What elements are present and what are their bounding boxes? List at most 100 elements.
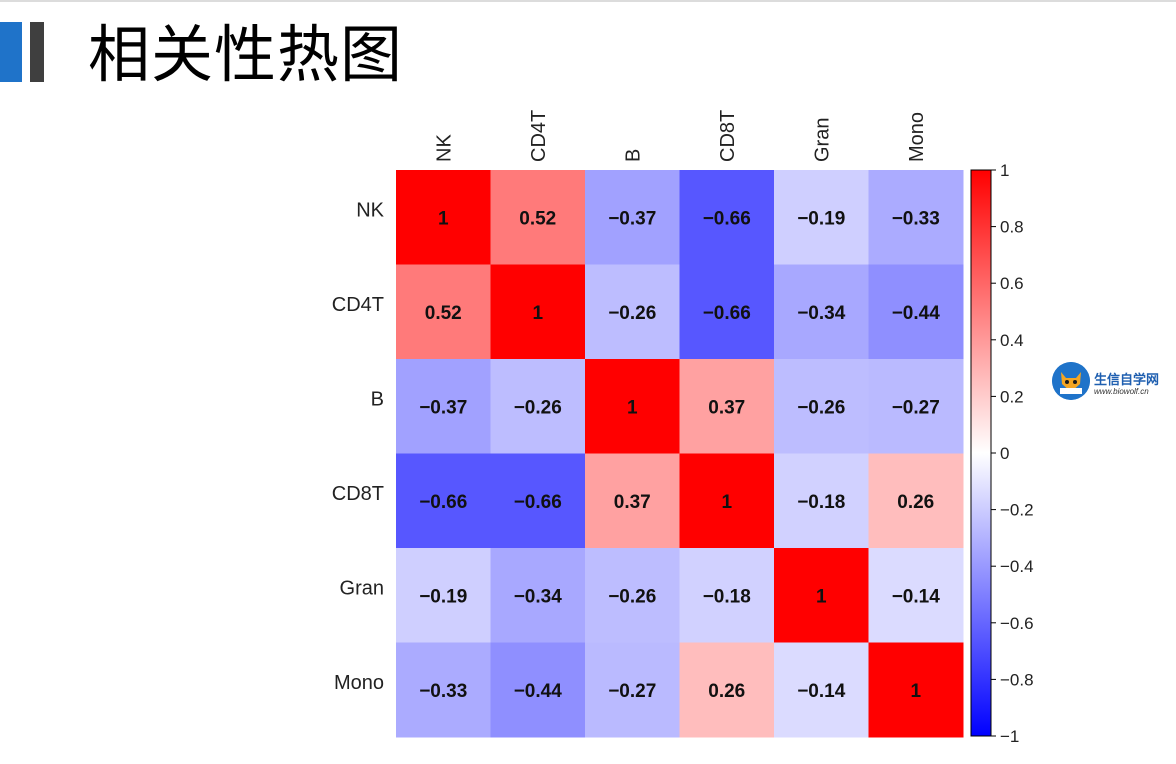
column-label: B [622, 149, 644, 162]
heatmap-cell [774, 170, 869, 265]
heatmap-cell [774, 642, 869, 738]
colorbar-tick-label: 0 [1000, 444, 1009, 463]
heatmap-cell [868, 642, 964, 738]
column-label: Mono [906, 112, 928, 162]
row-label: NK [356, 199, 384, 221]
heatmap-cell [868, 453, 964, 549]
heatmap-cell [679, 642, 775, 738]
heatmap-cell [585, 548, 680, 643]
cell-value-label: 0.37 [708, 397, 745, 418]
colorbar-tick-label: −0.2 [1000, 501, 1034, 520]
colorbar-tick-label: 1 [1000, 161, 1009, 180]
row-label: Gran [340, 577, 384, 599]
heatmap-cell [396, 359, 491, 454]
colorbar-tick-label: 0.8 [1000, 218, 1024, 237]
row-label: Mono [334, 672, 384, 694]
heatmap-cell [585, 359, 680, 454]
heatmap-cell [585, 453, 680, 549]
logo-url: www.biowolf.cn [1094, 387, 1149, 396]
row-label: CD4T [332, 294, 384, 316]
column-label: NK [433, 134, 455, 162]
cell-value-label: 0.52 [425, 303, 462, 324]
cell-value-label: 1 [438, 208, 449, 229]
heatmap-cell [585, 264, 680, 360]
cell-value-label: −0.26 [608, 303, 656, 324]
heatmap-cell [490, 642, 586, 738]
heatmap-cell [585, 642, 680, 738]
heatmap-cell [396, 548, 491, 643]
colorbar-tick-label: −1 [1000, 727, 1019, 746]
colorbar-tick-label: 0.4 [1000, 331, 1024, 350]
cell-value-label: −0.66 [703, 303, 751, 324]
cell-value-label: −0.66 [703, 208, 751, 229]
heatmap-cell [679, 264, 775, 360]
colorbar [970, 169, 992, 737]
heatmap-cell [490, 170, 586, 265]
cell-value-label: −0.44 [514, 681, 563, 702]
cell-value-label: −0.26 [797, 397, 845, 418]
cell-value-label: −0.66 [419, 492, 467, 513]
heatmap-cell [585, 170, 680, 265]
heatmap-cell [490, 264, 586, 360]
heatmap-cell [774, 548, 869, 643]
heatmap-cell [396, 642, 491, 738]
cell-value-label: −0.44 [892, 303, 941, 324]
heatmap-cell [396, 453, 491, 549]
title-accent-blue-bar [0, 22, 22, 82]
cell-value-label: 0.52 [519, 208, 556, 229]
cell-value-label: −0.34 [797, 303, 846, 324]
heatmap-cell [490, 548, 586, 643]
heatmap-cell [490, 359, 586, 454]
cell-value-label: −0.33 [419, 681, 467, 702]
colorbar-tick-label: −0.4 [1000, 557, 1034, 576]
cell-value-label: −0.26 [514, 397, 562, 418]
heatmap-cell [396, 264, 491, 360]
column-label: CD4T [528, 110, 550, 162]
cell-value-label: −0.19 [797, 208, 845, 229]
top-divider [0, 0, 1176, 2]
cell-value-label: −0.18 [703, 586, 751, 607]
heatmap-cell [679, 170, 775, 265]
cell-value-label: 1 [816, 586, 827, 607]
cell-value-label: −0.18 [797, 492, 845, 513]
cell-value-label: 1 [532, 303, 543, 324]
cell-value-label: −0.33 [892, 208, 940, 229]
cell-value-label: −0.19 [419, 586, 467, 607]
row-label: CD8T [332, 483, 384, 505]
heatmap-cell [868, 170, 964, 265]
heatmap-cell [490, 453, 586, 549]
cell-value-label: −0.37 [419, 397, 467, 418]
column-label: Gran [811, 118, 833, 162]
biowolf-logo: 生信自学网 www.biowolf.cn [1050, 360, 1175, 406]
heatmap-cell [868, 359, 964, 454]
cell-value-label: −0.27 [892, 397, 940, 418]
heatmap-cell [774, 264, 869, 360]
heatmap-cell [868, 548, 964, 643]
cell-value-label: 1 [910, 681, 921, 702]
cell-value-label: 0.26 [897, 492, 934, 513]
colorbar-tick-label: −0.8 [1000, 670, 1034, 689]
logo-text: 生信自学网 [1094, 373, 1160, 388]
heatmap-cell [679, 453, 775, 549]
cell-value-label: −0.14 [797, 681, 846, 702]
heatmap-cell [679, 548, 775, 643]
column-label: CD8T [717, 110, 739, 162]
page-title: 相关性热图 [88, 18, 404, 91]
cell-value-label: −0.37 [608, 208, 656, 229]
cell-value-label: −0.66 [514, 492, 562, 513]
cell-value-label: 1 [627, 397, 638, 418]
colorbar-tick-label: 0.6 [1000, 274, 1024, 293]
wolf-logo-icon [1052, 362, 1090, 400]
cell-value-label: −0.27 [608, 681, 656, 702]
heatmap-cell [774, 453, 869, 549]
row-label: B [371, 388, 384, 410]
heatmap-cell [679, 359, 775, 454]
title-accent-gray-bar [30, 22, 44, 82]
cell-value-label: 0.26 [708, 681, 745, 702]
cell-value-label: −0.26 [608, 586, 656, 607]
heatmap-cell [774, 359, 869, 454]
cell-value-label: 0.37 [614, 492, 651, 513]
colorbar-tick-label: −0.6 [1000, 614, 1034, 633]
cell-value-label: 1 [721, 492, 732, 513]
